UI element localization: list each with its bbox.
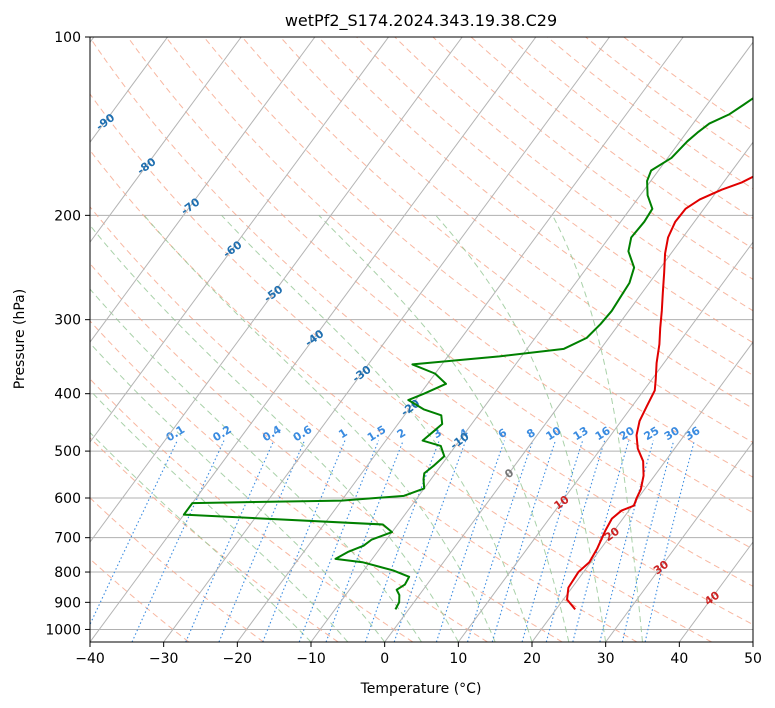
- isotherm: [90, 37, 316, 343]
- mixing-ratio-line: [545, 440, 606, 642]
- mixing-ratio-line: [218, 440, 305, 642]
- x-tick-label: −30: [149, 651, 179, 667]
- mixing-ratio-line: [521, 440, 584, 642]
- isotherm: [384, 141, 753, 642]
- mixing-ratio-line: [131, 440, 225, 642]
- x-tick-label: 30: [597, 651, 615, 667]
- isotherm: [605, 441, 753, 642]
- y-axis-label: Pressure (hPa): [12, 289, 28, 389]
- mixing-ratio-line: [185, 440, 275, 642]
- y-tick-label: 200: [54, 208, 81, 224]
- isotherm: [163, 37, 610, 642]
- moist-adiabat: [221, 214, 533, 642]
- isotherm: [90, 37, 389, 443]
- isotherm: [457, 241, 753, 642]
- x-tick-label: −20: [223, 651, 253, 667]
- moist-adiabat: [143, 215, 496, 642]
- dry-adiabat: [90, 206, 638, 642]
- moist-adiabat: [90, 389, 349, 642]
- x-tick-label: −40: [75, 651, 105, 667]
- mixing-ratio-line: [393, 440, 467, 642]
- dry-adiabat: [165, 37, 753, 514]
- x-tick-label: 10: [449, 651, 467, 667]
- x-tick-label: 0: [380, 651, 389, 667]
- dry-adiabat: [279, 37, 753, 410]
- dry-adiabat: [90, 262, 563, 642]
- dry-adiabat: [318, 37, 753, 376]
- mixing-ratio-line: [491, 440, 556, 642]
- x-tick-label: −10: [296, 651, 326, 667]
- x-axis-label: Temperature (°C): [360, 681, 482, 697]
- y-tick-label: 1000: [45, 622, 81, 638]
- y-tick-label: 400: [54, 387, 81, 403]
- isotherm: [90, 37, 537, 642]
- x-tick-label: 50: [744, 651, 762, 667]
- dry-adiabat: [356, 37, 753, 344]
- isotherm: [310, 41, 753, 642]
- moist-adiabat: [90, 224, 459, 642]
- mixing-ratio-line: [466, 440, 534, 642]
- plot-frame: [89, 36, 754, 643]
- isotherm: [90, 37, 242, 244]
- dry-adiabat: [90, 37, 753, 587]
- moist-adiabat: [90, 288, 422, 642]
- isotherm: [531, 341, 753, 642]
- dry-adiabat: [90, 149, 712, 642]
- mixing-ratio-line: [364, 440, 440, 642]
- x-tick-label: 20: [523, 651, 541, 667]
- y-tick-label: 300: [54, 313, 81, 329]
- mixing-ratio-line: [572, 440, 630, 642]
- isotherm: [236, 37, 684, 642]
- y-tick-label: 700: [54, 531, 81, 547]
- dewpoint-profile-line: [182, 97, 753, 610]
- dry-adiabat: [90, 93, 753, 626]
- y-tick-label: 900: [54, 595, 81, 611]
- mixing-ratio-line: [644, 440, 695, 642]
- y-tick-label: 800: [54, 565, 81, 581]
- moist-adiabat: [435, 215, 607, 642]
- mixing-ratio-line: [621, 440, 675, 642]
- chart-title: wetPf2_S174.2024.343.19.38.C29: [285, 11, 557, 31]
- y-tick-label: 500: [54, 444, 81, 460]
- x-tick-label: 40: [670, 651, 688, 667]
- y-tick-label: 100: [54, 30, 81, 46]
- x-axis: −40 −30 −20 −10 0 10 20 30 40 50: [75, 642, 762, 667]
- dry-adiabat: [90, 378, 414, 642]
- moist-adiabat: [90, 431, 312, 642]
- y-tick-label: 600: [54, 491, 81, 507]
- temperature-profile-line: [566, 175, 753, 611]
- isotherm: [90, 37, 463, 543]
- mixing-ratio-line: [599, 440, 654, 642]
- y-axis: 1000 900 800 700 600 500 400 300 200 100: [45, 30, 90, 638]
- moist-adiabat: [90, 342, 386, 642]
- isotherm: [90, 37, 168, 144]
